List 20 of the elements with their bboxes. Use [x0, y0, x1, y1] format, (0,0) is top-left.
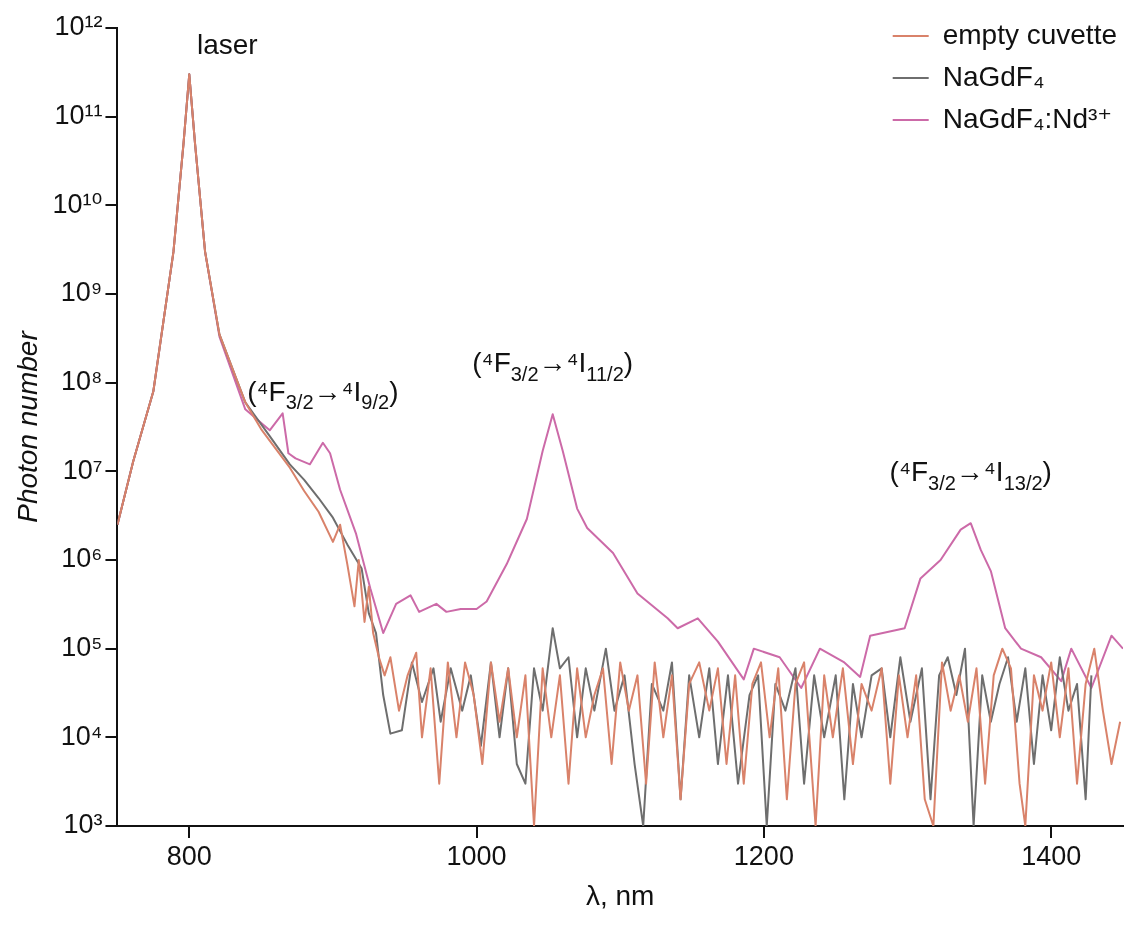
x-tick-label: 1000	[446, 840, 507, 871]
x-tick-label: 1200	[733, 840, 794, 871]
y-tick-label: 10¹⁰	[52, 188, 103, 219]
y-tick-label: 10⁸	[61, 366, 103, 397]
y-axis-title: Photon number	[11, 329, 43, 523]
x-axis-title: λ, nm	[585, 879, 655, 911]
y-tick-label: 10³	[63, 809, 103, 840]
legend-label: empty cuvette	[942, 18, 1118, 50]
y-tick-label: 10⁷	[62, 454, 103, 485]
annotation: laser	[196, 29, 258, 61]
legend-label: NaGdF₄	[942, 60, 1045, 92]
y-tick-label: 10¹²	[54, 11, 103, 42]
y-tick-label: 10⁶	[61, 543, 103, 574]
legend-label: NaGdF₄:Nd³⁺	[942, 102, 1113, 134]
x-tick-label: 800	[166, 840, 212, 871]
y-tick-label: 10⁹	[60, 277, 103, 308]
y-tick-label: 10⁵	[61, 632, 103, 663]
y-tick-label: 10¹¹	[54, 100, 103, 131]
y-tick-label: 10⁴	[60, 720, 103, 751]
x-tick-label: 1400	[1021, 840, 1082, 871]
